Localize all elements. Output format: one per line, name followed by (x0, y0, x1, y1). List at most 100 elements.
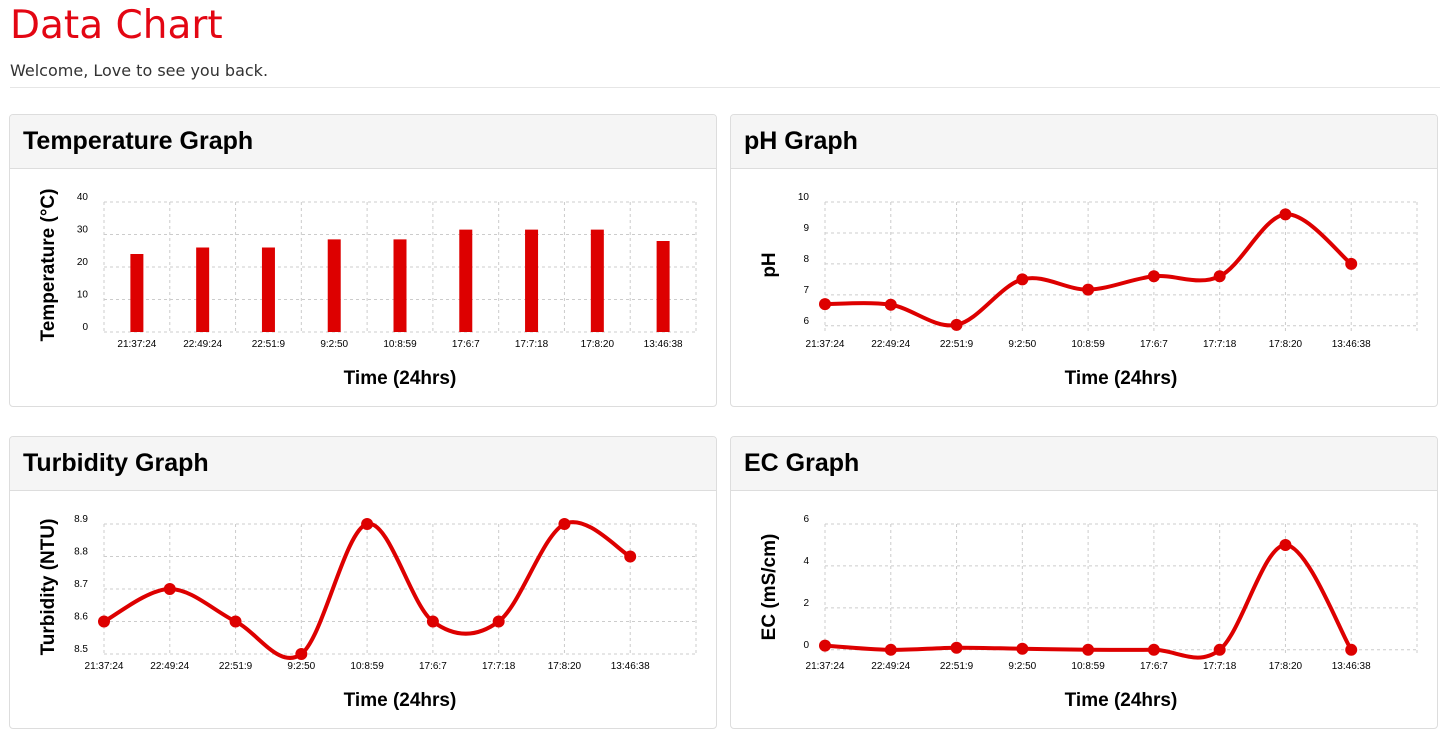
ph-graph-x-axis-title: Time (24hrs) (1065, 368, 1178, 389)
x-tick-label: 22:51:9 (252, 339, 286, 350)
x-tick-label: 22:51:9 (219, 661, 253, 672)
x-tick-label: 21:37:24 (85, 661, 124, 672)
x-tick-label: 22:49:24 (871, 661, 910, 672)
x-tick-label: 9:2:50 (320, 339, 348, 350)
x-tick-label: 10:8:59 (1071, 661, 1105, 672)
data-point (1279, 208, 1292, 221)
x-tick-label: 17:8:20 (581, 339, 615, 350)
data-point (950, 318, 963, 331)
y-tick-label: 9 (803, 223, 809, 234)
ph-chart: 6 7 8 9 10 21:37:24 22:49:24 22:51:9 9:2:50 10:8:… (759, 192, 1418, 389)
temperature-chart-area: 0 10 20 30 40 21:37:24 22:49:24 22:51:9 9:2:50 10… (10, 169, 716, 406)
turbidity-chart-area: 8.5 8.6 8.7 8.8 8.9 21:37:24 22:49:24 22:51:9 9:… (10, 491, 716, 728)
bar (459, 229, 473, 332)
bar (590, 229, 604, 332)
ph-graph-y-axis-title: pH (759, 252, 780, 277)
x-tick-label: 9:2:50 (287, 661, 315, 672)
y-tick-label: 8 (803, 254, 809, 265)
ec-graph-grid (824, 523, 1418, 654)
x-tick-label: 17:8:20 (548, 661, 582, 672)
ph-graph-grid (824, 201, 1418, 332)
temperature-graph-x-axis-title: Time (24hrs) (344, 368, 457, 389)
x-tick-label: 17:6:7 (452, 339, 480, 350)
x-tick-label: 22:49:24 (871, 339, 910, 350)
bar (261, 247, 275, 332)
y-tick-label: 8.9 (74, 514, 88, 525)
x-tick-label: 17:7:18 (515, 339, 549, 350)
x-tick-label: 17:6:7 (1140, 661, 1168, 672)
x-tick-label: 10:8:59 (350, 661, 384, 672)
y-tick-label: 20 (77, 257, 89, 268)
x-tick-label: 13:46:38 (1332, 661, 1371, 672)
data-point (558, 518, 571, 530)
y-tick-label: 4 (803, 556, 809, 567)
bar (196, 247, 210, 332)
ec-chart-area: 0 2 4 6 21:37:24 22:49:24 22:51:9 9:2:50 10:8:59… (731, 491, 1437, 728)
y-tick-label: 2 (803, 598, 809, 609)
turbidity-chart: 8.5 8.6 8.7 8.8 8.9 21:37:24 22:49:24 22:51:9 9:… (38, 514, 697, 711)
temperature-panel-header: Temperature Graph (10, 115, 716, 169)
y-tick-label: 40 (77, 192, 89, 203)
data-point (884, 298, 897, 311)
page-title: Data Chart (10, 3, 223, 48)
data-point (426, 615, 439, 628)
turbidity-panel: Turbidity Graph 8.5 8.6 8.7 8.8 8.9 21:37:24 2… (9, 436, 717, 729)
y-tick-label: 10 (798, 192, 810, 203)
data-point (1345, 643, 1358, 656)
x-tick-label: 21:37:24 (806, 339, 845, 350)
data-point (1345, 257, 1358, 270)
x-tick-label: 17:8:20 (1269, 661, 1303, 672)
temperature-panel: Temperature Graph 0 10 20 30 40 21:37:24 22:49… (9, 114, 717, 407)
temperature-panel-title: Temperature Graph (23, 127, 254, 155)
y-tick-label: 0 (803, 640, 809, 651)
x-tick-label: 13:46:38 (644, 339, 683, 350)
ec-panel-header: EC Graph (731, 437, 1437, 491)
data-point (1279, 538, 1292, 551)
x-tick-label: 22:49:24 (150, 661, 189, 672)
x-tick-label: 21:37:24 (806, 661, 845, 672)
data-point (1213, 270, 1226, 283)
x-tick-label: 9:2:50 (1008, 661, 1036, 672)
ph-panel-header: pH Graph (731, 115, 1437, 169)
data-point (1016, 273, 1029, 286)
bar (327, 239, 341, 332)
y-tick-label: 7 (803, 285, 809, 296)
data-point (492, 615, 505, 628)
x-tick-label: 17:7:18 (1203, 661, 1237, 672)
turbidity-panel-header: Turbidity Graph (10, 437, 716, 491)
x-tick-label: 13:46:38 (1332, 339, 1371, 350)
data-point (819, 298, 831, 311)
data-point (229, 615, 242, 628)
x-tick-label: 17:7:18 (1203, 339, 1237, 350)
data-point (1147, 643, 1160, 656)
header-divider (10, 87, 1440, 88)
x-tick-label: 9:2:50 (1008, 339, 1036, 350)
ec-graph-y-axis-title: EC (mS/cm) (759, 534, 780, 641)
x-tick-label: 10:8:59 (1071, 339, 1105, 350)
y-tick-label: 8.7 (74, 579, 88, 590)
x-tick-label: 13:46:38 (611, 661, 650, 672)
ec-graph-x-axis-title: Time (24hrs) (1065, 690, 1178, 711)
data-point (624, 550, 637, 563)
turbidity-graph-x-axis-title: Time (24hrs) (344, 690, 457, 711)
data-point (819, 639, 831, 652)
x-tick-label: 17:7:18 (482, 661, 516, 672)
x-tick-label: 21:37:24 (117, 339, 156, 350)
bar (656, 241, 670, 332)
y-tick-label: 0 (82, 322, 88, 333)
y-tick-label: 10 (77, 290, 89, 301)
temperature-chart: 0 10 20 30 40 21:37:24 22:49:24 22:51:9 9:2:50 10… (38, 189, 697, 389)
y-tick-label: 30 (77, 225, 89, 236)
x-tick-label: 17:6:7 (419, 661, 447, 672)
data-point (1082, 283, 1095, 296)
data-point (295, 648, 308, 660)
bar (393, 239, 407, 332)
ec-panel-title: EC Graph (744, 449, 860, 477)
ec-panel: EC Graph 0 2 4 6 21:37:24 22:49:24 22:51:9 9:2:… (730, 436, 1438, 729)
x-tick-label: 17:6:7 (1140, 339, 1168, 350)
data-point (361, 518, 374, 530)
x-tick-label: 22:51:9 (940, 661, 974, 672)
bar (130, 254, 144, 332)
x-tick-label: 22:51:9 (940, 339, 974, 350)
